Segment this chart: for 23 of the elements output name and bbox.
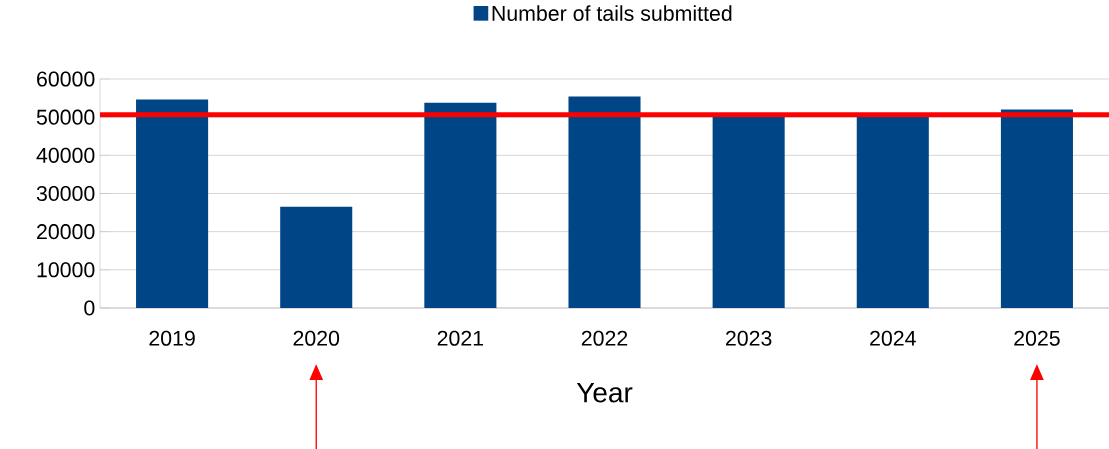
bar	[568, 96, 641, 308]
x-tick-label: 2022	[581, 330, 628, 346]
bar	[136, 99, 209, 308]
bar	[424, 102, 497, 308]
y-tick-label: 40000	[36, 147, 95, 163]
y-tick-label: 10000	[37, 262, 95, 278]
y-tick-label: 0	[84, 300, 95, 316]
bar	[856, 114, 929, 308]
x-tick-label: 2021	[437, 330, 484, 346]
y-tick-label: 60000	[37, 71, 95, 87]
y-tick-label: 20000	[37, 224, 95, 240]
x-tick-label: 2025	[1014, 330, 1060, 346]
x-axis-title: Year	[576, 382, 633, 403]
bar	[712, 114, 785, 308]
y-tick-label: 50000	[36, 109, 95, 125]
x-tick-label: 2019	[149, 330, 195, 346]
bar	[1000, 109, 1073, 308]
x-tick-label: 2024	[870, 330, 916, 346]
bar	[280, 206, 353, 308]
x-tick-label: 2020	[293, 330, 340, 346]
y-tick-label: 30000	[36, 185, 95, 202]
legend-label: Number of tails submitted	[492, 5, 732, 21]
x-tick-label: 2023	[725, 330, 772, 346]
